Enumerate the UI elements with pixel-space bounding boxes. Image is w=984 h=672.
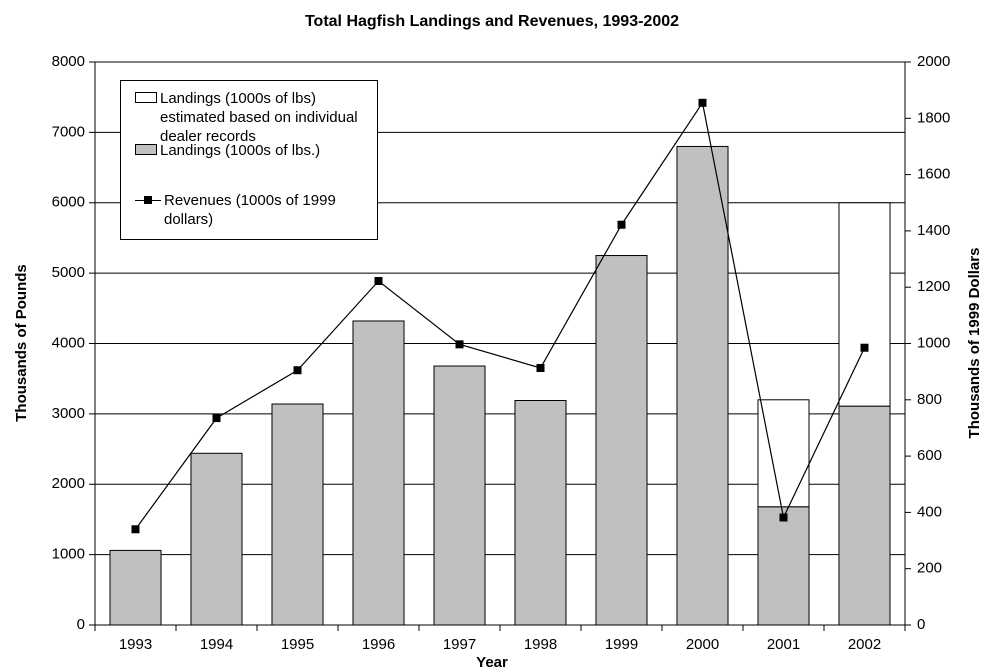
- y-tick-label: 7000: [52, 123, 85, 140]
- y2-tick-label: 1800: [917, 109, 950, 126]
- y2-tick-label: 1600: [917, 166, 950, 183]
- y2-tick-label: 800: [917, 391, 942, 408]
- bar: [757, 399, 810, 508]
- x-axis-label: Year: [476, 654, 508, 671]
- x-tick-label: 1993: [119, 636, 152, 653]
- bar: [595, 255, 648, 626]
- legend-label: Landings (1000s of lbs.): [160, 142, 321, 159]
- x-tick-label: 1994: [200, 636, 233, 653]
- marker: [455, 340, 464, 349]
- bar: [838, 202, 891, 407]
- y-tick-label: 6000: [52, 194, 85, 211]
- x-tick-label: 1995: [281, 636, 314, 653]
- y2-tick-label: 600: [917, 447, 942, 464]
- x-tick-label: 1998: [524, 636, 557, 653]
- marker: [131, 525, 140, 534]
- legend-swatch: [135, 191, 161, 208]
- legend-label: Landings (1000s of lbs) estimated based …: [160, 90, 358, 145]
- bar: [514, 400, 567, 626]
- x-tick-label: 2002: [848, 636, 881, 653]
- y-tick-label: 8000: [52, 53, 85, 70]
- y2-tick-label: 2000: [917, 53, 950, 70]
- x-tick-label: 2001: [767, 636, 800, 653]
- y2-tick-label: 400: [917, 503, 942, 520]
- y-tick-label: 4000: [52, 334, 85, 351]
- chart-title: Total Hagfish Landings and Revenues, 199…: [305, 13, 679, 30]
- y2-tick-label: 0: [917, 616, 925, 633]
- x-tick-label: 1996: [362, 636, 395, 653]
- marker: [212, 414, 221, 423]
- y-tick-label: 2000: [52, 475, 85, 492]
- bar: [838, 405, 891, 626]
- bar: [190, 452, 243, 626]
- y-tick-label: 0: [77, 616, 85, 633]
- bar: [109, 549, 162, 626]
- marker: [860, 343, 869, 352]
- bar: [433, 365, 486, 626]
- y2-tick-label: 200: [917, 560, 942, 577]
- y2-axis-label: Thousands of 1999 Dollars: [966, 248, 983, 439]
- marker: [617, 220, 626, 229]
- y2-tick-label: 1200: [917, 278, 950, 295]
- legend-swatch: [135, 92, 157, 103]
- line: [135, 101, 866, 530]
- marker: [536, 363, 545, 372]
- y-tick-label: 5000: [52, 264, 85, 281]
- x-tick-label: 2000: [686, 636, 719, 653]
- marker: [698, 98, 707, 107]
- y2-tick-label: 1000: [917, 334, 950, 351]
- legend-swatch: [135, 144, 157, 155]
- bar: [676, 145, 729, 626]
- x-tick-label: 1999: [605, 636, 638, 653]
- legend-item: Landings (1000s of lbs.): [135, 141, 375, 160]
- legend: Landings (1000s of lbs) estimated based …: [120, 80, 378, 240]
- y-tick-label: 1000: [52, 546, 85, 563]
- x-tick-label: 1997: [443, 636, 476, 653]
- bar: [757, 506, 810, 626]
- y2-tick-label: 1400: [917, 222, 950, 239]
- marker: [374, 277, 383, 286]
- legend-item: Revenues (1000s of 1999 dollars): [135, 191, 379, 229]
- legend-label: Revenues (1000s of 1999 dollars): [164, 192, 336, 228]
- marker: [779, 513, 788, 522]
- bar: [352, 320, 405, 626]
- marker: [293, 366, 302, 375]
- legend-item: Landings (1000s of lbs) estimated based …: [135, 89, 375, 146]
- bar: [271, 403, 324, 626]
- y-axis-label: Thousands of Pounds: [13, 264, 30, 422]
- y-tick-label: 3000: [52, 405, 85, 422]
